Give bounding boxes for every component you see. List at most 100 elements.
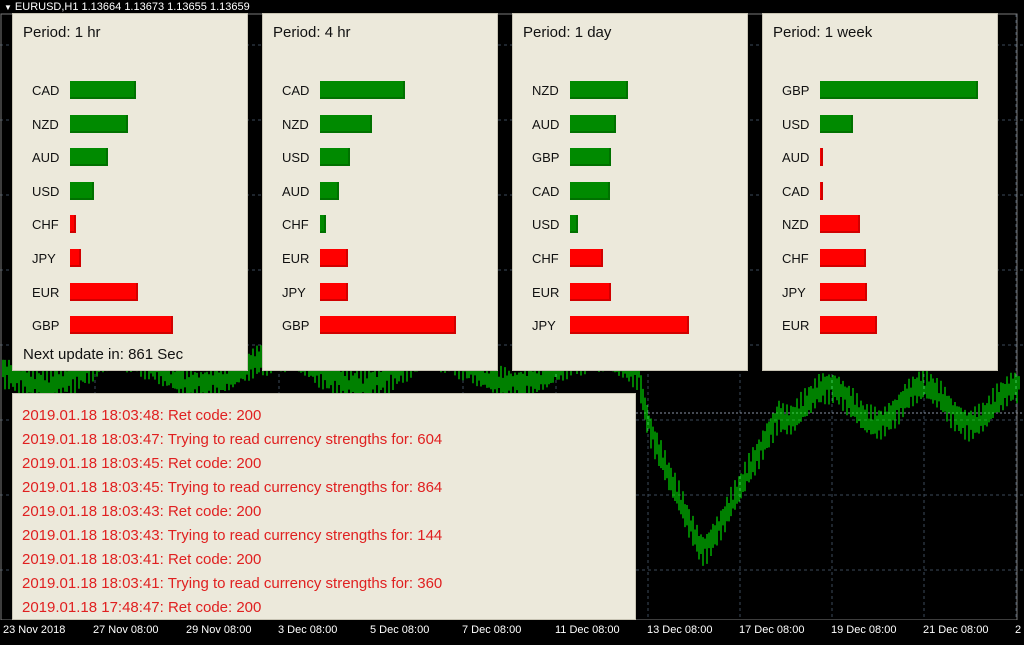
- panel-title: Period: 1 day: [523, 24, 612, 41]
- panel-title: Period: 1 hr: [23, 24, 101, 41]
- strength-row: EUR: [763, 316, 999, 336]
- strength-bar: [820, 81, 978, 99]
- strength-row: EUR: [513, 282, 749, 303]
- time-axis-label: 3 Dec 08:00: [278, 624, 338, 636]
- currency-label: CAD: [32, 83, 60, 98]
- strength-bar: [320, 249, 348, 267]
- log-line: 2019.01.18 18:03:47: Trying to read curr…: [22, 431, 443, 448]
- strength-bar: [570, 114, 616, 133]
- strength-row: GBP: [763, 81, 999, 101]
- currency-label: GBP: [282, 318, 310, 334]
- strength-row: AUD: [763, 148, 999, 168]
- currency-label: GBP: [782, 83, 810, 98]
- next-update-label: Next update in: 861 Sec: [23, 346, 184, 363]
- strength-row: CAD: [513, 181, 749, 202]
- strength-bar: [320, 215, 326, 234]
- time-axis-label: 2: [1015, 624, 1022, 636]
- strength-bar: [570, 282, 611, 301]
- time-axis-label: 23 Nov 2018: [3, 624, 66, 636]
- strength-bar: [320, 148, 350, 167]
- strength-row: CAD: [13, 81, 249, 101]
- strength-bar: [820, 114, 853, 133]
- time-axis-label: 7 Dec 08:00: [462, 624, 522, 636]
- strength-row: JPY: [263, 282, 499, 303]
- currency-label: AUD: [282, 183, 310, 199]
- strength-row: AUD: [263, 181, 499, 202]
- strength-bar: [570, 249, 603, 267]
- strength-panel-1week: Period: 1 week GBP USD AUD CAD NZD CHF JPY EUR: [762, 13, 998, 371]
- strength-bar: [820, 215, 860, 234]
- strength-row: USD: [13, 181, 249, 202]
- log-line: 2019.01.18 18:03:41: Trying to read curr…: [22, 575, 443, 592]
- strength-row: USD: [513, 215, 749, 235]
- strength-row: CHF: [13, 215, 249, 235]
- time-axis-label: 27 Nov 08:00: [93, 624, 159, 636]
- strength-bar: [70, 215, 76, 234]
- strength-panel-4hr: Period: 4 hr CAD NZD USD AUD CHF EUR JPY GBP: [262, 13, 498, 371]
- strength-bar: [320, 81, 405, 99]
- chart-header: ▼ EURUSD,H1 1.13664 1.13673 1.13655 1.13…: [4, 0, 250, 14]
- currency-label: GBP: [532, 150, 560, 166]
- currency-label: AUD: [32, 150, 60, 166]
- strength-row: AUD: [513, 114, 749, 135]
- time-axis: 23 Nov 2018 27 Nov 08:00 29 Nov 08:00 3 …: [0, 620, 1024, 645]
- panel-title: Period: 1 week: [773, 24, 873, 41]
- currency-label: EUR: [782, 318, 810, 334]
- currency-label: CAD: [532, 183, 560, 199]
- strength-row: JPY: [513, 316, 749, 336]
- strength-row: GBP: [263, 316, 499, 336]
- strength-row: GBP: [513, 148, 749, 168]
- time-axis-label: 29 Nov 08:00: [186, 624, 252, 636]
- strength-bar: [70, 249, 81, 267]
- strength-row: AUD: [13, 148, 249, 168]
- strength-row: NZD: [763, 215, 999, 235]
- strength-row: CHF: [763, 249, 999, 269]
- strength-bar: [320, 181, 339, 200]
- currency-label: NZD: [782, 217, 809, 233]
- strength-bar: [70, 316, 173, 335]
- strength-bar: [820, 148, 823, 167]
- strength-bar: [570, 148, 611, 167]
- currency-label: EUR: [532, 284, 560, 300]
- currency-label: USD: [282, 150, 310, 166]
- time-axis-label: 11 Dec 08:00: [555, 624, 620, 636]
- currency-label: EUR: [282, 251, 310, 266]
- currency-label: USD: [32, 183, 60, 199]
- strength-panel-1hr: Period: 1 hr CAD NZD AUD USD CHF JPY EUR GBP Ne…: [12, 13, 248, 371]
- log-line: 2019.01.18 18:03:43: Trying to read curr…: [22, 527, 443, 544]
- log-line: 2019.01.18 17:48:47: Ret code: 200: [22, 599, 262, 616]
- currency-label: JPY: [32, 251, 56, 266]
- strength-bar: [820, 181, 823, 200]
- strength-bar: [70, 81, 136, 99]
- panel-title: Period: 4 hr: [273, 24, 351, 41]
- strength-row: CAD: [263, 81, 499, 101]
- strength-row: NZD: [13, 114, 249, 135]
- strength-bar: [570, 81, 628, 99]
- strength-bar: [70, 114, 128, 133]
- time-axis-label: 5 Dec 08:00: [370, 624, 430, 636]
- ohlc-label: 1.13664 1.13673 1.13655 1.13659: [81, 1, 250, 13]
- strength-row: JPY: [13, 249, 249, 269]
- strength-row: EUR: [13, 282, 249, 303]
- strength-row: USD: [763, 114, 999, 135]
- strength-row: NZD: [513, 81, 749, 101]
- currency-label: JPY: [782, 284, 806, 300]
- strength-row: EUR: [263, 249, 499, 269]
- currency-label: NZD: [532, 83, 559, 98]
- currency-label: CHF: [282, 217, 309, 233]
- strength-row: CHF: [513, 249, 749, 269]
- log-line: 2019.01.18 18:03:45: Ret code: 200: [22, 455, 262, 472]
- strength-bar: [320, 316, 456, 335]
- strength-bar: [820, 282, 867, 301]
- strength-bar: [320, 114, 372, 133]
- log-line: 2019.01.18 18:03:43: Ret code: 200: [22, 503, 262, 520]
- strength-bar: [570, 215, 578, 234]
- menu-triangle-icon[interactable]: ▼: [4, 2, 12, 12]
- strength-bar: [320, 282, 348, 301]
- currency-label: CAD: [782, 183, 810, 199]
- log-line: 2019.01.18 18:03:45: Trying to read curr…: [22, 479, 443, 496]
- strength-bar: [820, 249, 866, 267]
- log-line: 2019.01.18 18:03:41: Ret code: 200: [22, 551, 262, 568]
- currency-label: AUD: [782, 150, 810, 166]
- symbol-label: EURUSD,H1: [14, 1, 79, 13]
